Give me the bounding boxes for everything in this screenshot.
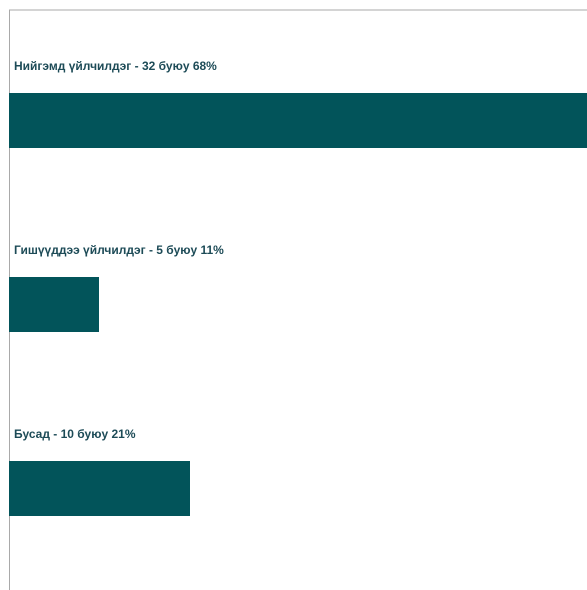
bar — [9, 461, 190, 516]
bar — [9, 93, 587, 148]
bars-layer: Нийгэмд үйлчилдэг - 32 буюу 68% Гишүүддээ… — [9, 59, 587, 516]
bar-label: Бусад - 10 буюу 21% — [14, 427, 136, 441]
bar — [9, 277, 99, 332]
bar-label: Гишүүддээ үйлчилдэг - 5 буюу 11% — [14, 243, 224, 257]
bar-label: Нийгэмд үйлчилдэг - 32 буюу 68% — [14, 59, 217, 73]
